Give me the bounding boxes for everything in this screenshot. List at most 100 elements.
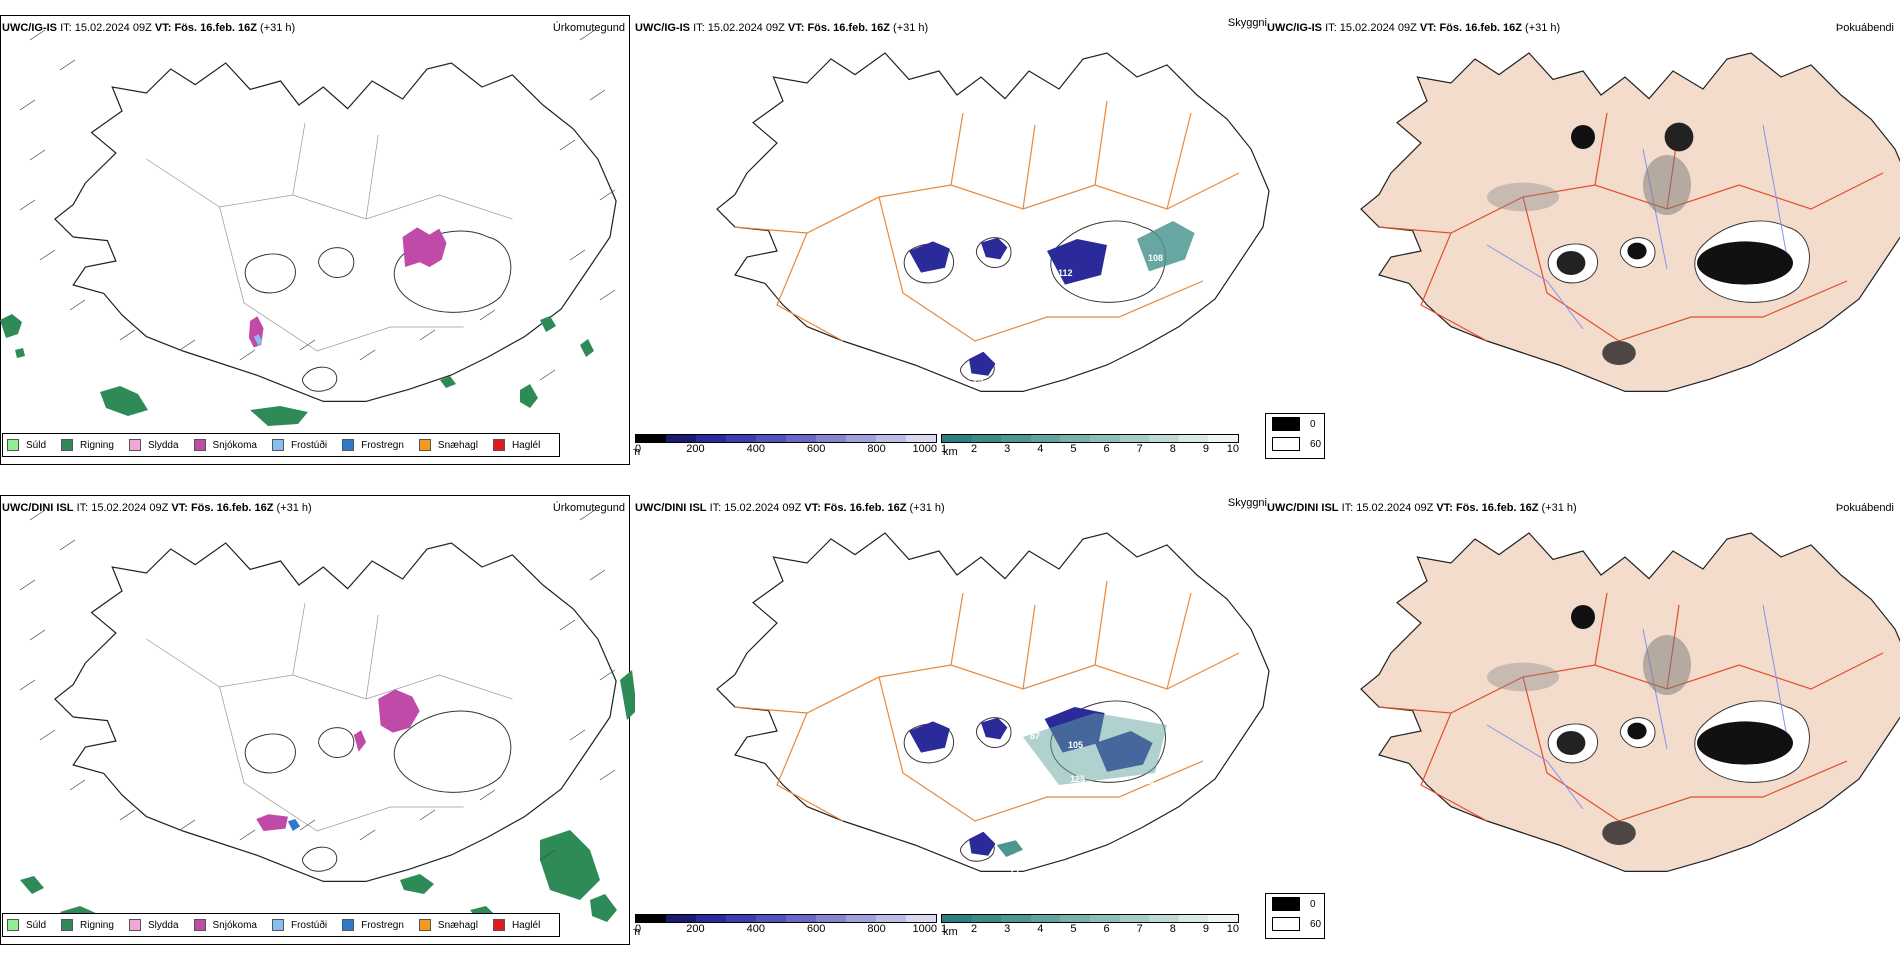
panel-header: UWC/IG-IS IT: 15.02.2024 09Z VT: Fös. 16… xyxy=(635,22,928,34)
colorbar-step xyxy=(1149,915,1179,922)
it-label: IT: xyxy=(1325,22,1337,34)
visibility-panel-top: 98 106 112 125 114 108 75 UWC/IG-IS IT: … xyxy=(633,0,1273,475)
vis-km-colorbar: 1 2 3 4 5 6 7 8 9 10 xyxy=(941,434,1239,455)
panel-header: UWC/DINI ISL IT: 15.02.2024 09Z VT: Fös.… xyxy=(635,502,945,514)
fog-legend-bottom: 0 60 xyxy=(1265,893,1325,939)
vt-value: Fös. 16.feb. 16Z xyxy=(807,22,890,34)
colorbar-step xyxy=(726,915,756,922)
colorbar-step xyxy=(696,915,726,922)
vt-value: Fös. 16.feb. 16Z xyxy=(190,502,274,514)
colorbar-tick: 9 xyxy=(1202,443,1209,455)
colorbar-step xyxy=(1119,435,1150,442)
it-value: 15.02.2024 09Z xyxy=(707,22,785,34)
precip-type-panel-bottom: UWC/DINI ISL IT: 15.02.2024 09Z VT: Fös.… xyxy=(0,480,635,955)
colorbar-step xyxy=(756,435,786,442)
vis-label: 87 xyxy=(1030,731,1040,741)
colorbar-tick: 600 xyxy=(807,923,826,935)
fog-legend-top: 0 60 xyxy=(1265,413,1325,459)
model-name: UWC/IG-IS xyxy=(2,22,57,34)
legend-label: Frostúði xyxy=(290,439,328,451)
vis-km-unit: km xyxy=(943,446,958,458)
colorbar-tick: 2 xyxy=(971,443,978,455)
panel-header: UWC/IG-IS IT: 15.02.2024 09Z VT: Fös. 16… xyxy=(1267,22,1560,34)
vis-label: 105 xyxy=(1068,740,1083,750)
colorbar-step xyxy=(666,915,696,922)
legend-swatch xyxy=(1272,437,1300,451)
colorbar-tick: 10 xyxy=(1226,443,1239,455)
colorbar-tick: 1000 xyxy=(912,443,937,455)
legend-label: Frostúði xyxy=(290,919,328,931)
model-name: UWC/DINI ISL xyxy=(2,502,74,514)
it-label: IT: xyxy=(693,22,705,34)
precip-legend: Súld Rigning Slydda Snjókoma Frostúði Fr… xyxy=(2,913,561,937)
wind-barbs xyxy=(19,509,616,861)
visibility-panel-bottom: 121 87 105 125 107 111 122 71 UWC/DINI I… xyxy=(633,480,1273,955)
panel-title: Úrkomutegund xyxy=(552,502,625,514)
panel-header: UWC/DINI ISL IT: 15.02.2024 09Z VT: Fös.… xyxy=(2,502,312,514)
colorbar-tick: 7 xyxy=(1136,443,1143,455)
colorbar-step xyxy=(816,915,846,922)
legend-label: 60 xyxy=(1310,918,1322,930)
vis-label: 108 xyxy=(1148,253,1163,263)
colorbar-step xyxy=(1030,915,1061,922)
it-value: 15.02.2024 09Z xyxy=(724,502,802,514)
panel-frame xyxy=(0,15,630,465)
vis-km-unit: km xyxy=(943,926,958,938)
legend-swatch xyxy=(492,439,505,451)
colorbar-tick: 400 xyxy=(746,443,765,455)
vis-label: 75 xyxy=(973,375,983,385)
vis-label: 98 xyxy=(963,252,973,262)
colorbar-step xyxy=(786,915,816,922)
legend-swatch xyxy=(7,439,19,451)
legend-swatch xyxy=(128,439,141,451)
vis-km-colorbar: 1 2 3 4 5 6 7 8 9 10 xyxy=(941,914,1239,935)
vis-label: 125 xyxy=(1070,774,1085,784)
colorbar-step xyxy=(1178,435,1209,442)
colorbar-step xyxy=(942,435,972,442)
panel-header: UWC/DINI ISL IT: 15.02.2024 09Z VT: Fös.… xyxy=(1267,502,1577,514)
vt-value: Fös. 16.feb. 16Z xyxy=(823,502,907,514)
precip-legend: Súld Rigning Slydda Snjókoma Frostúði Fr… xyxy=(2,433,561,457)
colorbar-step xyxy=(636,915,666,922)
legend-label: Rigning xyxy=(80,919,114,931)
legend-swatch xyxy=(193,439,206,451)
colorbar-tick: 8 xyxy=(1169,923,1176,935)
model-name: UWC/DINI ISL xyxy=(1267,502,1339,514)
vt-label: VT: xyxy=(154,22,172,34)
colorbar-tick: 1 xyxy=(941,923,948,935)
legend-label: 0 xyxy=(1310,898,1316,910)
it-label: IT: xyxy=(1341,502,1354,514)
legend-label: Snæhagl xyxy=(437,919,478,931)
colorbar-tick: 2 xyxy=(971,923,978,935)
vis-label: 121 xyxy=(966,742,981,752)
legend-swatch xyxy=(418,919,431,931)
legend-swatch xyxy=(342,439,355,451)
it-label: IT: xyxy=(709,502,722,514)
colorbar-tick: 3 xyxy=(1004,923,1011,935)
vt-label: VT: xyxy=(804,502,821,514)
legend-swatch xyxy=(1272,917,1300,931)
it-value: 15.02.2024 09Z xyxy=(74,22,152,34)
vis-label: 114 xyxy=(1115,280,1130,290)
colorbar-tick: 800 xyxy=(867,923,886,935)
colorbar-step xyxy=(1149,435,1179,442)
legend-swatch xyxy=(61,439,74,451)
colorbar-step xyxy=(696,435,726,442)
colorbar-tick: 4 xyxy=(1037,923,1044,935)
legend-label: Frostregn xyxy=(361,919,404,931)
it-value: 15.02.2024 09Z xyxy=(1356,502,1434,514)
lead-time: (+31 h) xyxy=(276,502,312,514)
vt-label: VT: xyxy=(787,22,805,34)
colorbar-tick: 600 xyxy=(807,443,826,455)
legend-swatch xyxy=(7,919,19,931)
colorbar-step xyxy=(636,435,666,442)
colorbar-step xyxy=(1089,915,1120,922)
panel-title: Þokuábendi xyxy=(1835,22,1894,34)
model-name: UWC/DINI ISL xyxy=(635,502,707,514)
legend-label: Frostregn xyxy=(361,439,404,451)
colorbar-tick: 8 xyxy=(1169,443,1176,455)
legend-label: Rigning xyxy=(80,439,114,451)
vt-value: Fös. 16.feb. 16Z xyxy=(174,22,257,34)
colorbar-step xyxy=(1060,435,1090,442)
visibility-map: 121 87 105 125 107 111 122 71 xyxy=(716,532,1270,875)
